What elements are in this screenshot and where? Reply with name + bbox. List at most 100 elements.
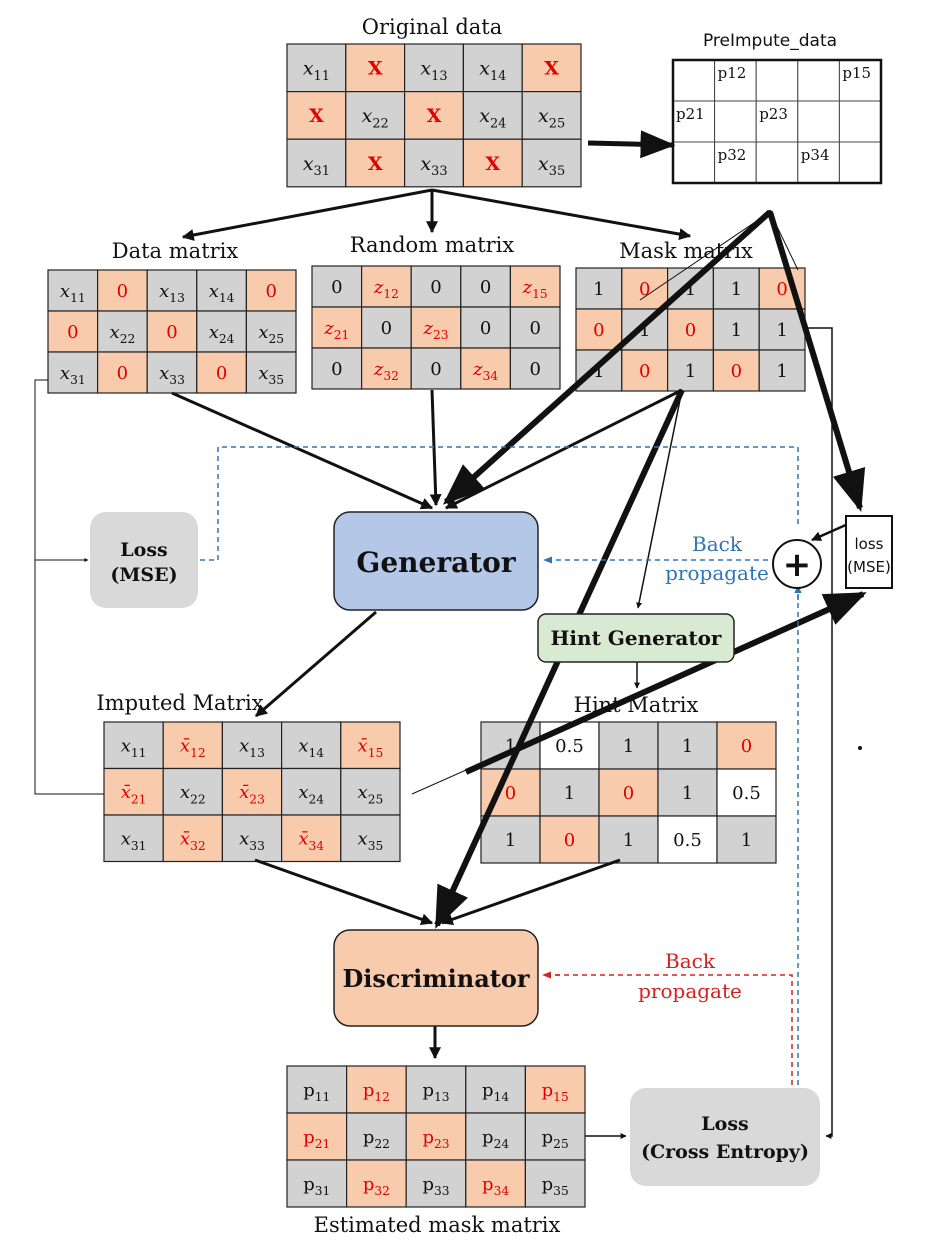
matrix-cell-text: x11	[303, 58, 330, 84]
matrix-cell	[245, 269, 297, 312]
matrix-cell-text: x24	[209, 322, 235, 346]
matrix-cell-text: x31	[303, 153, 330, 179]
loss-mse-box: Loss (MSE)	[90, 512, 198, 608]
matrix-cell-text: 1	[776, 361, 787, 382]
matrix-cell	[657, 768, 718, 817]
preimpute-cell-text: p34	[801, 146, 830, 164]
data-matrix: x11 0 x13 x14 0 0 x22 0 x24 x25 x31 0 x33 0 x35	[47, 269, 297, 394]
matrix-cell	[480, 815, 541, 864]
matrix-cell-text: 1	[731, 320, 742, 341]
matrix-cell	[311, 306, 363, 349]
matrix-cell-text: 0	[593, 320, 604, 341]
matrix-cell	[621, 308, 669, 351]
matrix-cell-text: p12	[363, 1080, 390, 1104]
matrix-cell-text: 0	[685, 320, 696, 341]
estimated-mask-matrix-title: Estimated mask matrix	[314, 1213, 561, 1237]
matrix-cell	[361, 265, 412, 308]
matrix-cell-text: x33	[239, 829, 265, 853]
matrix-cell-text: x24	[298, 782, 324, 806]
matrix-cell	[286, 1065, 348, 1114]
matrix-cell-text: 0	[639, 279, 650, 300]
blue-backprop-label-line1: Back	[692, 532, 743, 556]
matrix-cell	[621, 349, 669, 392]
matrix-cell-text: x11	[121, 736, 147, 760]
plus-node: +	[772, 539, 822, 589]
matrix-cell-text: x24	[479, 105, 506, 131]
matrix-cell-text: 0	[331, 359, 342, 380]
matrix-cell	[524, 1065, 586, 1114]
matrix-cell-text: x̄12	[180, 736, 206, 760]
matrix-cell-text: 1	[741, 830, 752, 851]
matrix-cell	[404, 138, 465, 188]
matrix-cell	[405, 1112, 467, 1161]
matrix-cell-text: 1	[685, 361, 696, 382]
matrix-cell-text: p23	[422, 1127, 449, 1151]
matrix-cell-text: x̄32	[180, 829, 206, 853]
matrix-cell	[286, 1159, 348, 1208]
matrix-cell	[462, 138, 523, 188]
matrix-cell-text: 1	[776, 320, 787, 341]
matrix-cell-text: 0	[117, 363, 128, 384]
matrix-cell	[716, 815, 777, 864]
matrix-cell-text: 1	[593, 361, 604, 382]
matrix-cell	[286, 43, 347, 93]
matrix-cell-text: x14	[209, 281, 235, 305]
matrix-cell	[281, 721, 342, 770]
matrix-cell-text: x̄15	[358, 736, 384, 760]
discriminator-label: Discriminator	[342, 964, 529, 993]
matrix-cell-text: x22	[110, 322, 136, 346]
imputed-matrix-title: Imputed Matrix	[96, 691, 263, 715]
matrix-cell	[47, 310, 99, 353]
matrix-cell-text: x35	[258, 363, 284, 387]
preimpute-cell	[672, 100, 716, 143]
matrix-cell-text: x25	[358, 782, 384, 806]
matrix-cell-text: x11	[60, 281, 86, 305]
matrix-cell-text: p21	[303, 1127, 330, 1151]
random-matrix-title: Random matrix	[350, 233, 515, 257]
preimpute-cell	[755, 59, 799, 102]
matrix-cell	[539, 815, 600, 864]
matrix-cell-text: p22	[363, 1127, 390, 1151]
preimpute-cell	[672, 59, 716, 102]
matrix-cell-text: 0	[381, 318, 392, 339]
matrix-cell-text: x22	[180, 782, 206, 806]
matrix-cell-text: 0	[639, 361, 650, 382]
matrix-cell-text: 0	[430, 277, 441, 298]
matrix-cell-text: 0.5	[555, 736, 584, 757]
matrix-cell-text: 1	[623, 830, 634, 851]
loss-ce-label-line2: (Cross Entropy)	[641, 1141, 809, 1163]
matrix-cell	[404, 43, 465, 93]
matrix-cell	[712, 267, 760, 310]
matrix-cell	[758, 308, 806, 351]
matrix-cell-text: p35	[542, 1174, 569, 1198]
matrix-cell	[410, 306, 462, 349]
matrix-cell	[340, 814, 401, 863]
matrix-cell-text: p14	[482, 1080, 509, 1104]
matrix-cell	[575, 308, 623, 351]
matrix-cell-text: 1	[685, 279, 696, 300]
preimpute-title: PreImpute_data	[703, 31, 837, 51]
matrix-cell-text: x25	[258, 322, 284, 346]
blue-backprop-label-line2: propagate	[665, 561, 769, 585]
matrix-cell	[465, 1159, 526, 1208]
matrix-cell-text: x33	[159, 363, 185, 387]
matrix-cell-text: 1	[593, 279, 604, 300]
preimpute-cell-text: p32	[718, 146, 747, 164]
matrix-cell-text: z12	[373, 277, 399, 301]
preimpute-cell	[838, 100, 882, 143]
matrix-cell-text: 0	[331, 277, 342, 298]
matrix-cell	[758, 349, 806, 392]
matrix-cell	[286, 138, 347, 188]
matrix-cell	[462, 43, 523, 93]
matrix-cell	[758, 267, 806, 310]
preimpute-cell	[672, 141, 716, 184]
data-matrix-title: Data matrix	[112, 239, 239, 263]
matrix-cell	[712, 308, 760, 351]
matrix-cell	[521, 138, 582, 188]
original-data-title: Original data	[362, 15, 503, 39]
matrix-cell	[96, 351, 148, 394]
matrix-cell	[657, 815, 718, 864]
matrix-cell-text: X	[485, 153, 500, 175]
matrix-cell-text: p24	[482, 1127, 509, 1151]
